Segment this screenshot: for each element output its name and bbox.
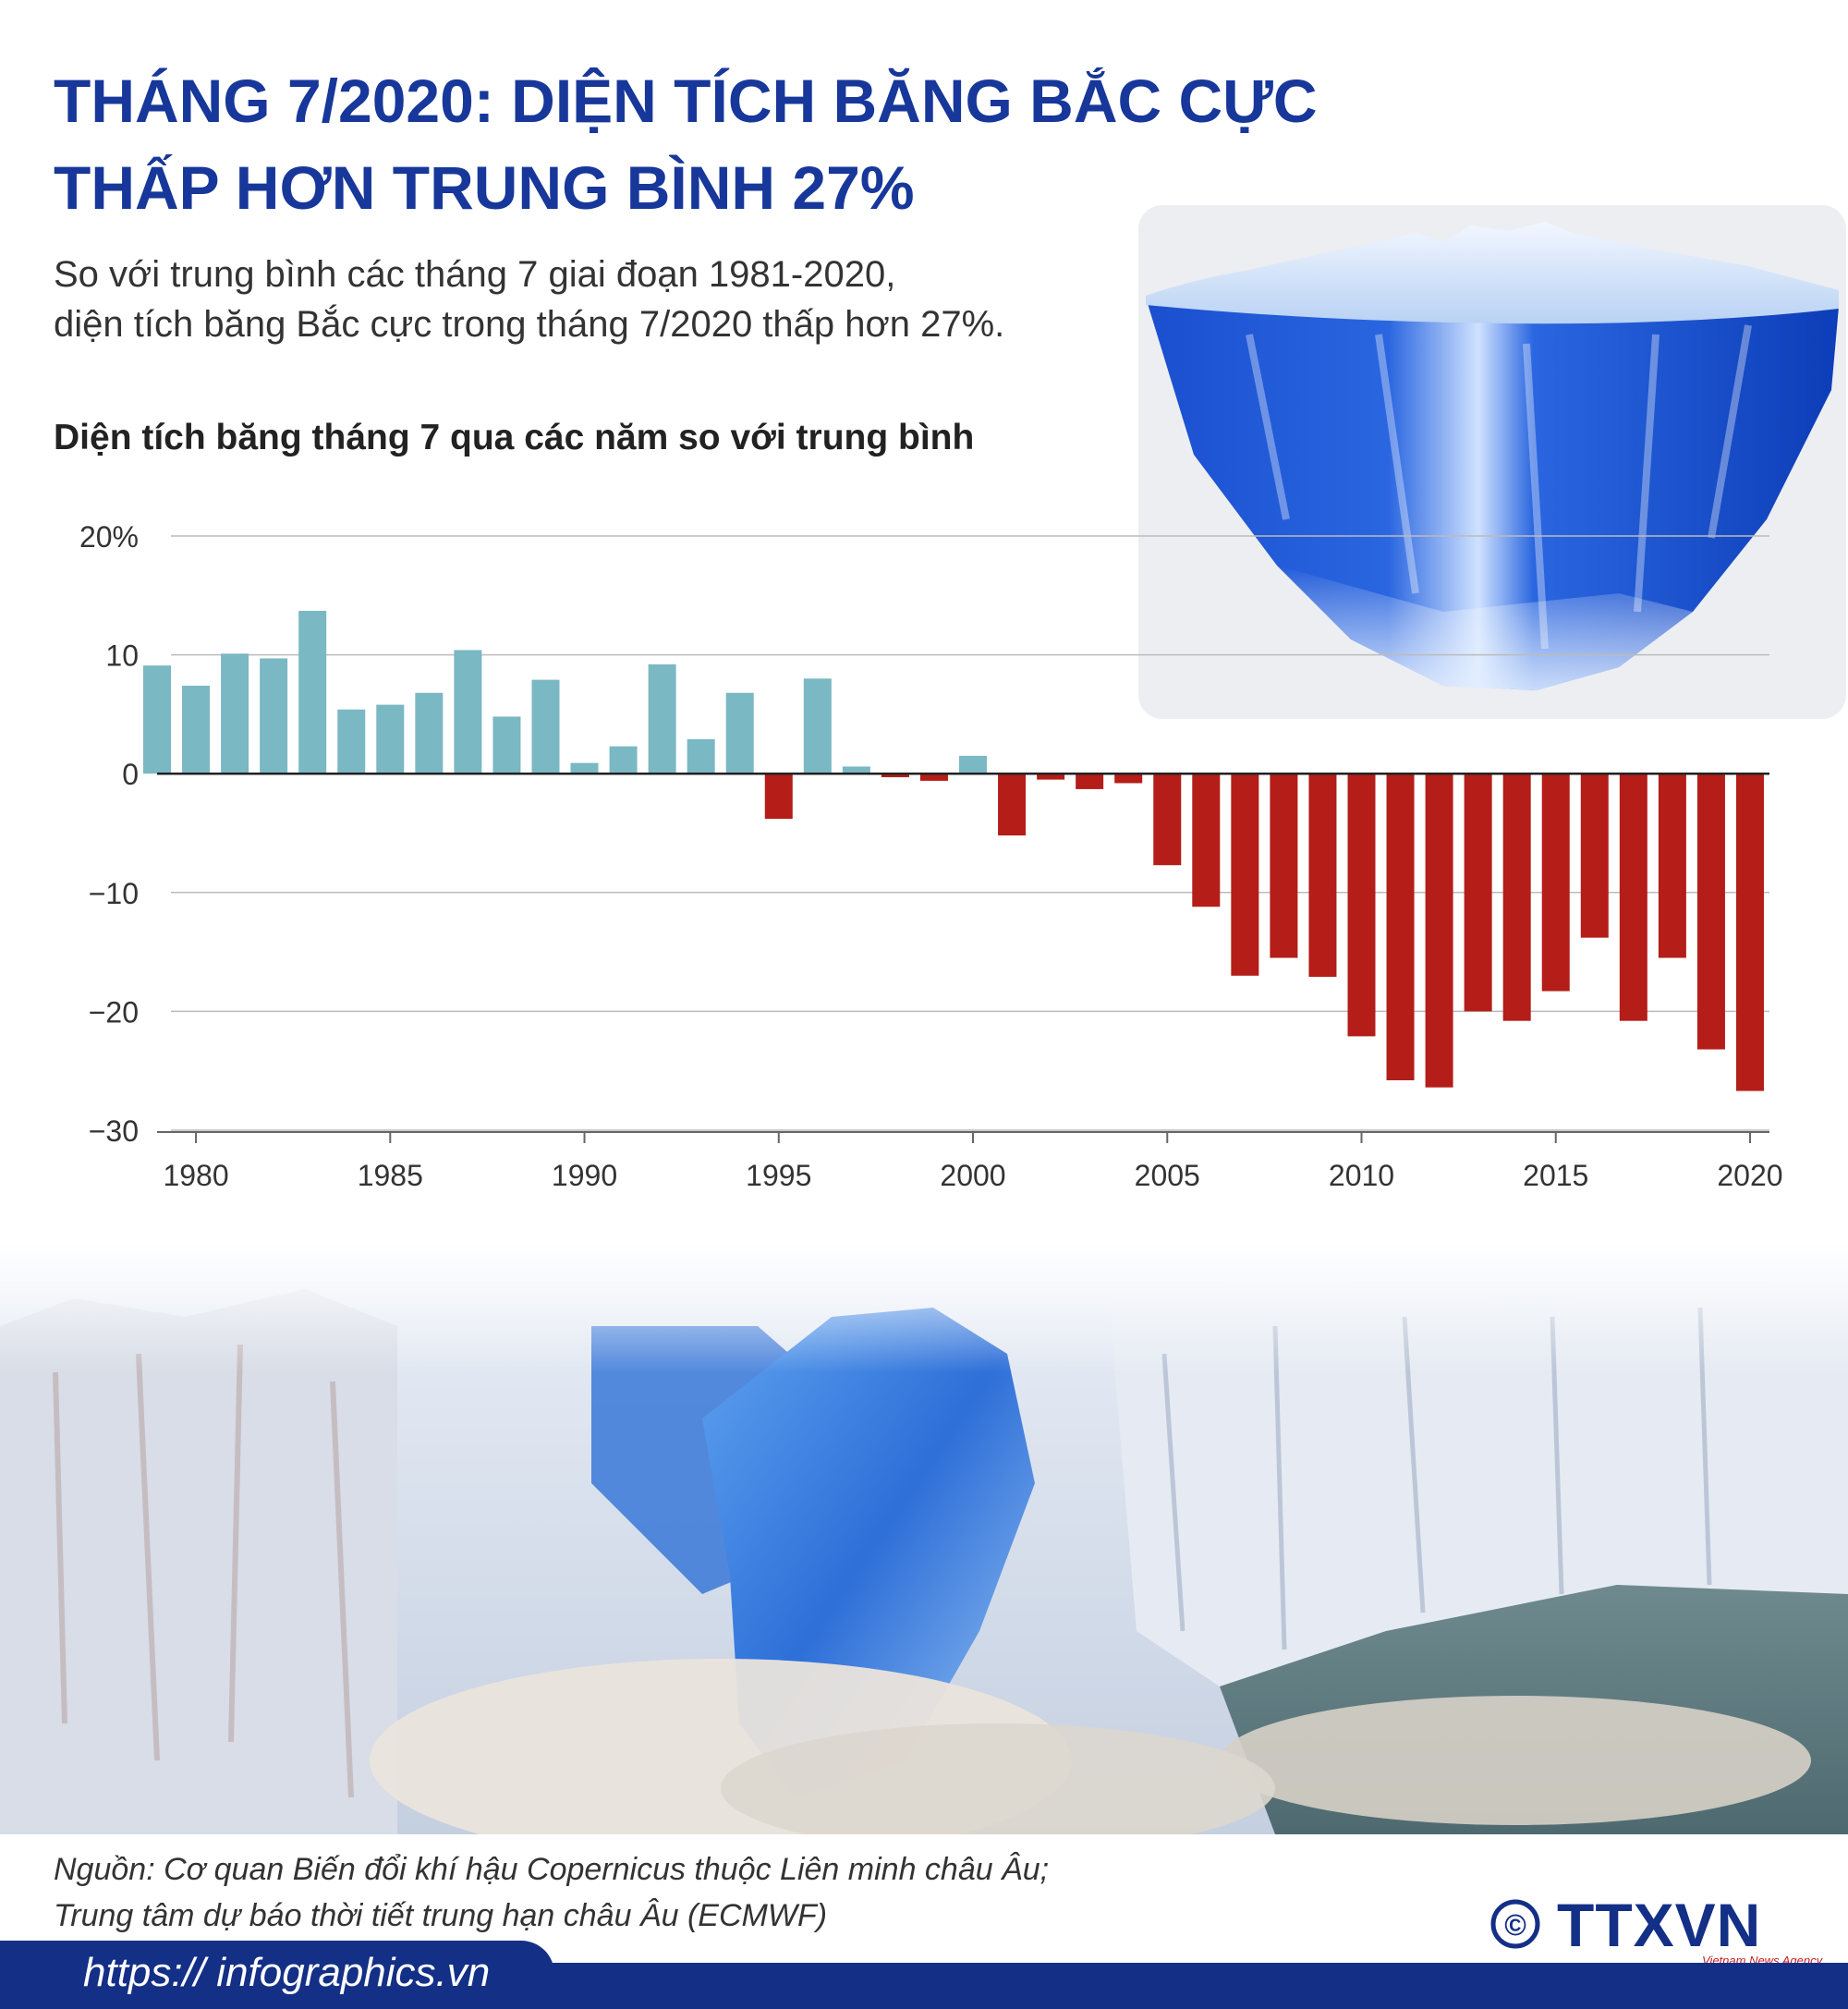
bar-1987 bbox=[454, 650, 482, 774]
y-tick-label: 10 bbox=[105, 639, 139, 673]
bar-1993 bbox=[687, 738, 715, 774]
bar-2018 bbox=[1658, 773, 1686, 958]
subtitle-line-1: So với trung bình các tháng 7 giai đoạn … bbox=[54, 254, 896, 295]
x-tick-label: 2015 bbox=[1523, 1159, 1588, 1192]
bar-2005 bbox=[1153, 773, 1182, 866]
bar-2011 bbox=[1386, 773, 1415, 1080]
bar-1997 bbox=[842, 766, 870, 774]
bar-1984 bbox=[337, 709, 366, 774]
bar-1986 bbox=[415, 692, 444, 774]
x-tick-label: 1990 bbox=[552, 1159, 617, 1192]
bar-2001 bbox=[998, 773, 1027, 836]
y-tick-label: −10 bbox=[89, 877, 139, 910]
logo-wordmark: TTXVN bbox=[1557, 1891, 1761, 1959]
bar-1982 bbox=[260, 658, 288, 774]
bar-1994 bbox=[725, 692, 754, 774]
bar-2014 bbox=[1502, 773, 1531, 1021]
glacier-photo bbox=[0, 1243, 1848, 1862]
bar-1990 bbox=[570, 762, 599, 774]
bar-1996 bbox=[803, 678, 832, 774]
y-tick-label: −20 bbox=[89, 995, 139, 1029]
bar-2010 bbox=[1347, 773, 1376, 1037]
y-tick-label: −30 bbox=[89, 1114, 139, 1148]
bar-1980 bbox=[182, 686, 211, 774]
bar-chart: 20% 10 0 −10 −20 −30 1980 1985 1990 1995 2000 2005 2… bbox=[79, 520, 1783, 1192]
x-tick-label: 1995 bbox=[746, 1159, 811, 1192]
website-link[interactable]: https:// infographics.vn bbox=[83, 1950, 491, 1995]
x-tick-label: 2010 bbox=[1329, 1159, 1394, 1192]
subtitle: So với trung bình các tháng 7 giai đoạn … bbox=[54, 250, 1116, 349]
bar-2007 bbox=[1231, 773, 1259, 976]
bar-2015 bbox=[1541, 773, 1570, 992]
bar-1999 bbox=[919, 773, 948, 781]
bar-2008 bbox=[1270, 773, 1298, 958]
title-line-1: THÁNG 7/2020: DIỆN TÍCH BĂNG BẮC CỰC bbox=[54, 67, 1318, 135]
bar-2009 bbox=[1308, 773, 1337, 978]
bar-1989 bbox=[531, 679, 560, 774]
x-tick-label: 2005 bbox=[1135, 1159, 1200, 1192]
bar-2003 bbox=[1076, 773, 1104, 789]
ttxvn-logo: © TTXVN Vietnam News Agency bbox=[1490, 1891, 1824, 1967]
copyright-icon bbox=[1490, 1899, 1540, 1949]
bar-2000 bbox=[959, 755, 988, 774]
iceberg-image bbox=[1138, 205, 1846, 719]
title-line-2: THẤP HƠN TRUNG BÌNH 27% bbox=[54, 153, 915, 222]
x-tick-label: 1980 bbox=[163, 1159, 228, 1192]
bar-1985 bbox=[376, 704, 405, 774]
bar-1983 bbox=[298, 611, 327, 774]
chart-title: Diện tích băng tháng 7 qua các năm so vớ… bbox=[54, 418, 975, 457]
x-tick-label: 2000 bbox=[940, 1159, 1005, 1192]
bar-2013 bbox=[1464, 773, 1492, 1012]
bar-1992 bbox=[648, 664, 676, 774]
y-tick-label: 20% bbox=[79, 520, 139, 554]
bar-2020 bbox=[1735, 773, 1764, 1091]
bar-1991 bbox=[609, 746, 638, 774]
bar-2017 bbox=[1619, 773, 1647, 1021]
bar-1979 bbox=[143, 665, 171, 774]
bar-2019 bbox=[1696, 773, 1725, 1050]
bar-1998 bbox=[881, 773, 909, 778]
bar-1995 bbox=[764, 773, 793, 820]
y-tick-label: 0 bbox=[122, 758, 139, 791]
subtitle-line-2: diện tích băng Bắc cực trong tháng 7/202… bbox=[54, 304, 1005, 345]
bar-1988 bbox=[492, 716, 521, 774]
page-title: THÁNG 7/2020: DIỆN TÍCH BĂNG BẮC CỰC THẤ… bbox=[54, 57, 1440, 231]
source-line-1: Nguồn: Cơ quan Biến đổi khí hậu Copernic… bbox=[54, 1852, 1050, 1887]
bar-2006 bbox=[1192, 773, 1221, 907]
copyright-symbol: © bbox=[1504, 1908, 1526, 1942]
bar-1981 bbox=[221, 653, 249, 774]
source-line-2: Trung tâm dự báo thời tiết trung hạn châ… bbox=[54, 1898, 828, 1933]
source-note: Nguồn: Cơ quan Biến đổi khí hậu Copernic… bbox=[54, 1846, 1347, 1939]
bar-2002 bbox=[1037, 773, 1065, 780]
bar-2012 bbox=[1425, 773, 1453, 1088]
bar-2016 bbox=[1580, 773, 1609, 938]
x-tick-label: 2020 bbox=[1717, 1159, 1782, 1192]
url-tab bbox=[0, 1941, 554, 2009]
x-tick-label: 1985 bbox=[358, 1159, 423, 1192]
bar-2004 bbox=[1114, 773, 1143, 784]
